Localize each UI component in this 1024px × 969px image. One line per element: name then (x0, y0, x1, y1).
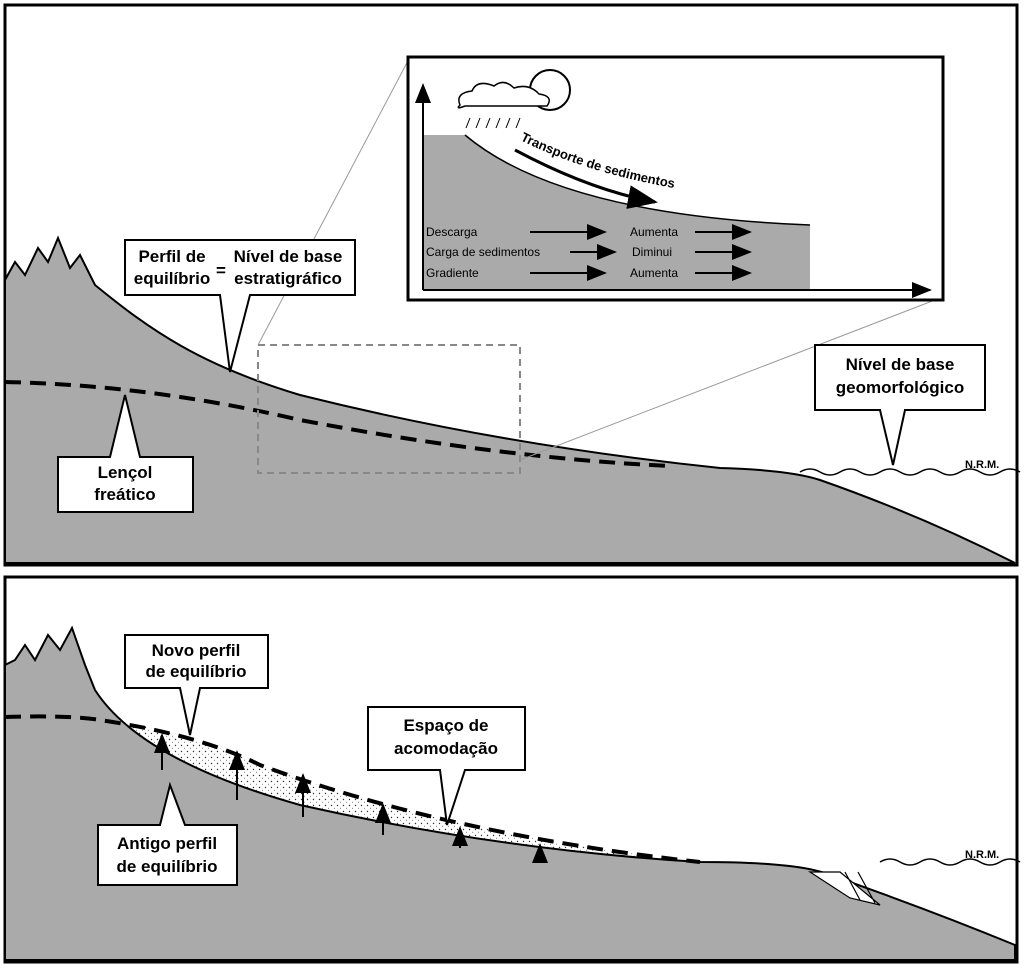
row-trend: Aumenta (630, 225, 678, 239)
zoom-line (519, 297, 941, 461)
callout (124, 634, 269, 736)
row-label: Carga de sedimentos (426, 245, 540, 259)
callout-text: Novo perfil (152, 641, 241, 660)
callout-text: Nível de base (846, 355, 955, 374)
sea-level-label: N.R.M. (965, 849, 999, 861)
row-label: Gradiente (426, 266, 479, 280)
callout-text: freático (94, 485, 155, 504)
inset-profile-line (464, 134, 811, 226)
callout (367, 706, 526, 826)
callout-text: equilíbrio (134, 269, 211, 288)
callout-text: Espaço de (403, 716, 488, 735)
callout (814, 344, 986, 466)
callout-text: de equilíbrio (145, 662, 246, 681)
sea-level-label: N.R.M. (965, 459, 999, 471)
zoom-box (257, 344, 521, 474)
deposit-wedge (807, 871, 881, 906)
row-trend: Diminui (632, 245, 672, 259)
callout-text: Perfil de (138, 247, 205, 266)
new-profile (4, 714, 701, 864)
callout-text: de equilíbrio (116, 857, 217, 876)
sea-waves (799, 468, 1021, 476)
callout-text: = (216, 261, 226, 280)
callout (124, 239, 356, 373)
terrain (4, 625, 1016, 961)
row-label: Descarga (426, 225, 478, 239)
callout-text: acomodação (394, 739, 498, 758)
transport-arrow (514, 148, 658, 209)
callout (97, 781, 238, 886)
water-table (4, 380, 671, 468)
callout-text: Lençol (98, 463, 153, 482)
callout (57, 394, 194, 513)
zoom-line (257, 56, 411, 346)
row-trend: Aumenta (630, 266, 678, 280)
terrain (4, 235, 1016, 564)
cloud (457, 81, 550, 109)
rain (465, 117, 521, 129)
sea-waves (879, 858, 1021, 866)
inset-rows: Descarga Aumenta Carga de sedimentos Dim… (426, 224, 752, 281)
callout-text: estratigráfico (234, 269, 342, 288)
callout-text: Nível de base (234, 247, 343, 266)
callout-text: geomorfológico (836, 378, 964, 397)
callout-text: Antigo perfil (117, 834, 217, 853)
